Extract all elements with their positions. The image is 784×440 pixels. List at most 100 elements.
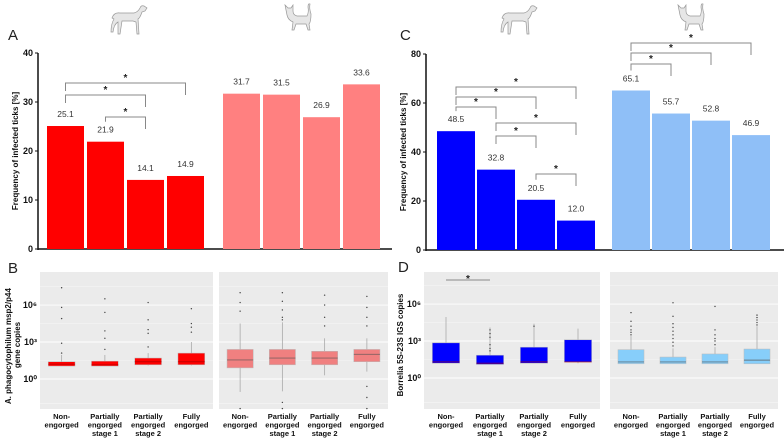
- plot-panel-cat: [610, 272, 778, 409]
- category-label: Non-engorged: [45, 412, 80, 430]
- significance-bracket: [630, 63, 672, 76]
- y-tick-label: 10³: [24, 337, 37, 347]
- box: [476, 354, 504, 365]
- box: [701, 353, 729, 365]
- y-tick-label: 30: [23, 97, 33, 107]
- outlier-point: [281, 291, 284, 294]
- category-label-line: Partially: [134, 412, 164, 421]
- outlier-point: [714, 334, 716, 336]
- data-label: 21.9: [97, 125, 114, 135]
- outlier-point: [239, 291, 241, 294]
- outlier-point: [104, 330, 106, 332]
- category-label: Partially engorged stage 1: [88, 412, 123, 438]
- bar-cat: [223, 93, 260, 249]
- outlier-point: [630, 334, 632, 336]
- data-label: 25.1: [57, 109, 74, 119]
- category-label: Non-engorged: [429, 412, 464, 430]
- box: [659, 356, 687, 365]
- outlier-point: [323, 304, 326, 306]
- outlier-point: [60, 317, 63, 320]
- bar-cat: [732, 135, 770, 250]
- outlier-point: [60, 352, 63, 354]
- y-tick-label: 60: [411, 98, 421, 108]
- significance-star: *: [534, 113, 538, 124]
- box: [226, 349, 254, 369]
- outlier-point: [630, 311, 632, 314]
- outlier-point: [756, 324, 758, 326]
- category-label-line: engorged: [131, 421, 166, 430]
- dog-shape: [500, 5, 538, 35]
- category-label-line: engorged: [561, 421, 596, 430]
- category-label-line: stage 1: [477, 429, 503, 438]
- category-label-line: stage 2: [312, 429, 338, 438]
- panel-label-D: D: [398, 259, 409, 276]
- y-tick-label: 40: [23, 48, 33, 58]
- data-label: 14.9: [177, 159, 194, 169]
- outlier-point: [714, 305, 716, 308]
- outlier-point: [489, 350, 491, 352]
- outlier-point: [60, 342, 63, 344]
- significance-bracket: [455, 106, 497, 119]
- bar-dog: [47, 126, 84, 249]
- significance-star: *: [466, 274, 470, 285]
- significance-star: *: [649, 54, 653, 65]
- y-tick-label: 20: [23, 146, 33, 156]
- outlier-point: [239, 301, 241, 304]
- outlier-point: [672, 337, 674, 340]
- y-tick-label: 20: [411, 196, 421, 206]
- outlier-point: [533, 325, 535, 327]
- data-label: 20.5: [528, 183, 545, 193]
- y-axis-label: Frequency of infected ticks [%]: [399, 93, 408, 212]
- outlier-point: [714, 344, 716, 346]
- outlier-point: [630, 331, 632, 334]
- outlier-point: [147, 301, 149, 304]
- dog-icon: [500, 5, 538, 35]
- outlier-point: [60, 306, 63, 309]
- y-tick-label: 10⁰: [23, 374, 37, 384]
- category-label-line: Non-: [232, 412, 250, 421]
- outlier-point: [190, 326, 193, 328]
- outlier-point: [190, 322, 193, 325]
- data-label: 52.8: [703, 104, 720, 114]
- dog-icon: [110, 5, 148, 35]
- category-label-line: Non-: [437, 412, 455, 421]
- outlier-point: [147, 328, 149, 331]
- outlier-point: [630, 329, 632, 331]
- outlier-point: [147, 319, 149, 321]
- category-label-line: Partially: [310, 412, 340, 421]
- significance-bracket: [65, 94, 146, 107]
- outlier-point: [323, 316, 326, 319]
- significance-bracket: [455, 96, 537, 109]
- outlier-point: [756, 316, 758, 319]
- bar-cat: [263, 94, 300, 250]
- category-label-line: Non-: [622, 412, 640, 421]
- category-label-line: engorged: [614, 421, 649, 430]
- outlier-point: [60, 287, 63, 289]
- outlier-point: [366, 316, 368, 319]
- y-tick-label: 40: [411, 147, 421, 157]
- plot-panel-cat: [219, 272, 388, 409]
- category-label-line: engorged: [740, 421, 775, 430]
- bar-cat: [612, 90, 650, 250]
- significance-bracket: [495, 122, 577, 135]
- category-label: Non-engorged: [614, 412, 649, 430]
- category-label: Fully engorged: [561, 412, 596, 430]
- category-label: Fully engorged: [740, 412, 775, 430]
- data-label: 31.7: [233, 77, 250, 87]
- outlier-point: [239, 310, 241, 312]
- bar-dog: [557, 220, 595, 250]
- significance-star: *: [554, 164, 558, 175]
- category-label-line: engorged: [656, 421, 691, 430]
- y-tick-label: 10: [23, 195, 33, 205]
- outlier-point: [147, 346, 149, 348]
- category-label-line: engorged: [265, 421, 300, 430]
- category-label-line: engorged: [308, 421, 343, 430]
- outlier-point: [672, 334, 674, 336]
- category-label: Partially engorged stage 1: [473, 412, 508, 438]
- significance-star: *: [494, 87, 498, 98]
- significance-bracket: [630, 42, 752, 55]
- outlier-point: [104, 337, 106, 340]
- bar-dog: [167, 175, 204, 249]
- category-label: Non-engorged: [223, 412, 258, 430]
